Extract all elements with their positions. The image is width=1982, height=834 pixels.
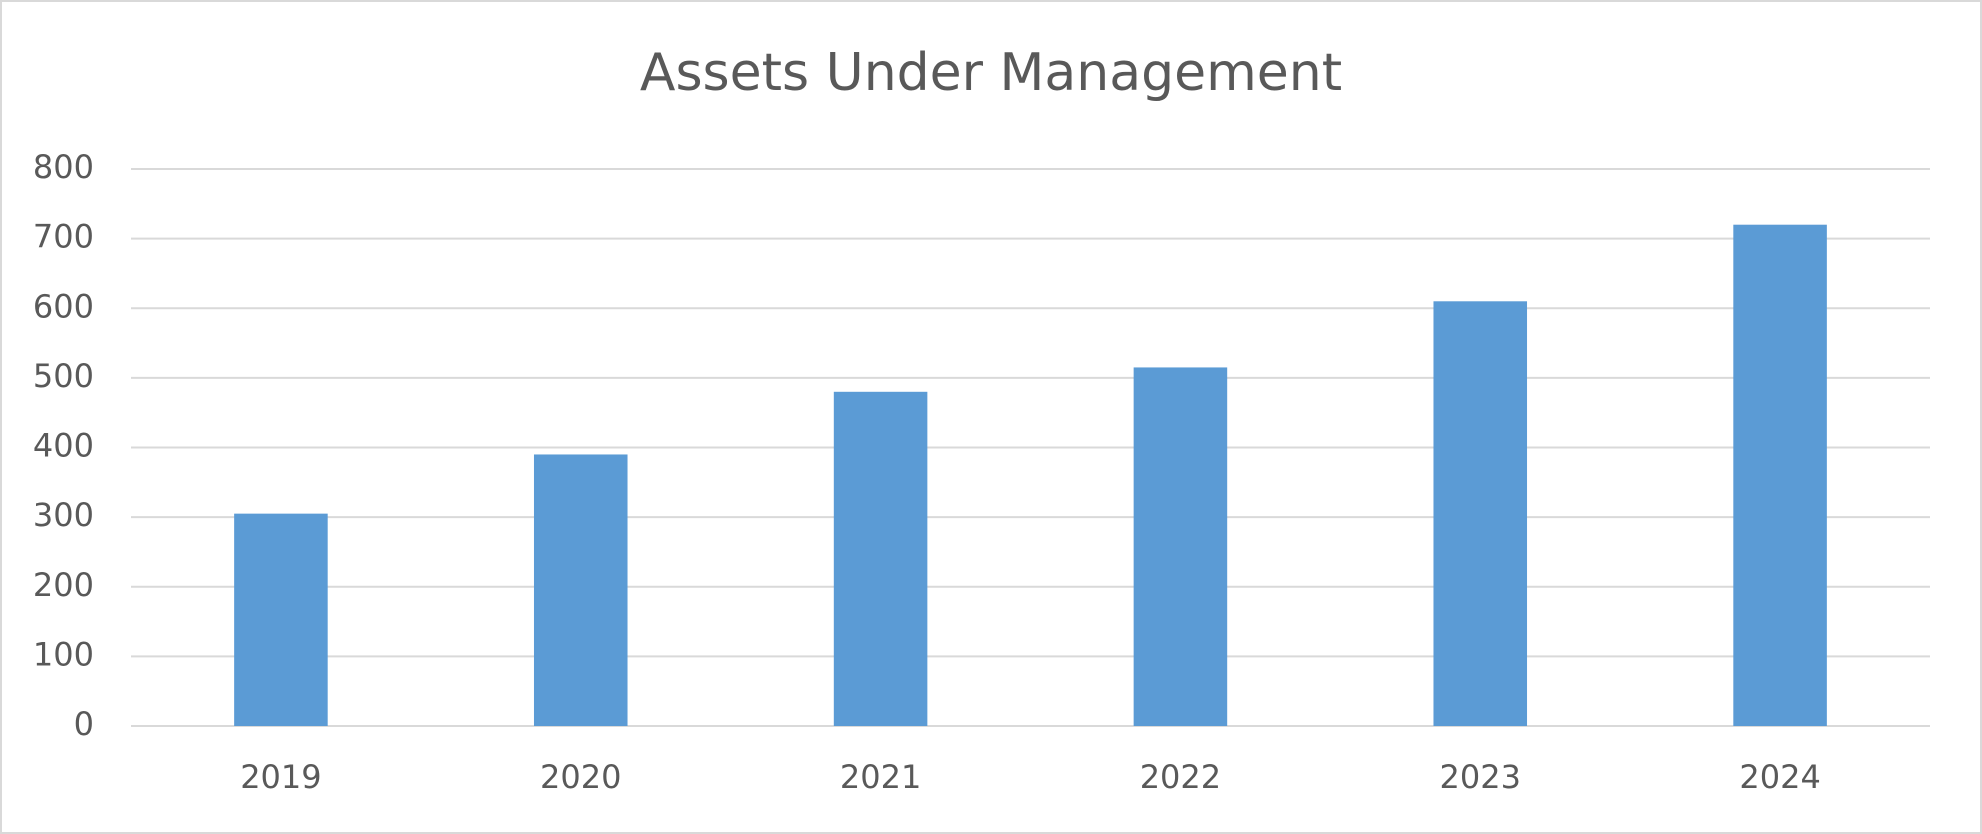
- x-tick-label: 2019: [240, 758, 321, 796]
- bar: [533, 454, 628, 726]
- y-tick-label: 200: [33, 566, 94, 604]
- x-tick-label: 2021: [840, 758, 921, 796]
- y-tick-label: 500: [33, 357, 94, 395]
- x-tick-label: 2022: [1140, 758, 1221, 796]
- bar: [833, 391, 928, 726]
- chart-title: Assets Under Management: [640, 43, 1342, 103]
- x-tick-label: 2023: [1440, 758, 1521, 796]
- bar: [1733, 224, 1827, 726]
- bar: [234, 513, 328, 726]
- y-tick-label: 300: [33, 496, 94, 534]
- y-tick-label: 100: [33, 635, 94, 673]
- y-tick-label: 800: [33, 148, 94, 186]
- y-tick-label: 600: [33, 287, 94, 325]
- y-tick-label: 400: [33, 427, 94, 465]
- bar: [1133, 367, 1228, 726]
- y-tick-label: 0: [74, 705, 94, 743]
- x-tick-label: 2020: [540, 758, 621, 796]
- bar: [1433, 301, 1528, 726]
- y-tick-label: 700: [33, 218, 94, 256]
- x-tick-label: 2024: [1739, 758, 1820, 796]
